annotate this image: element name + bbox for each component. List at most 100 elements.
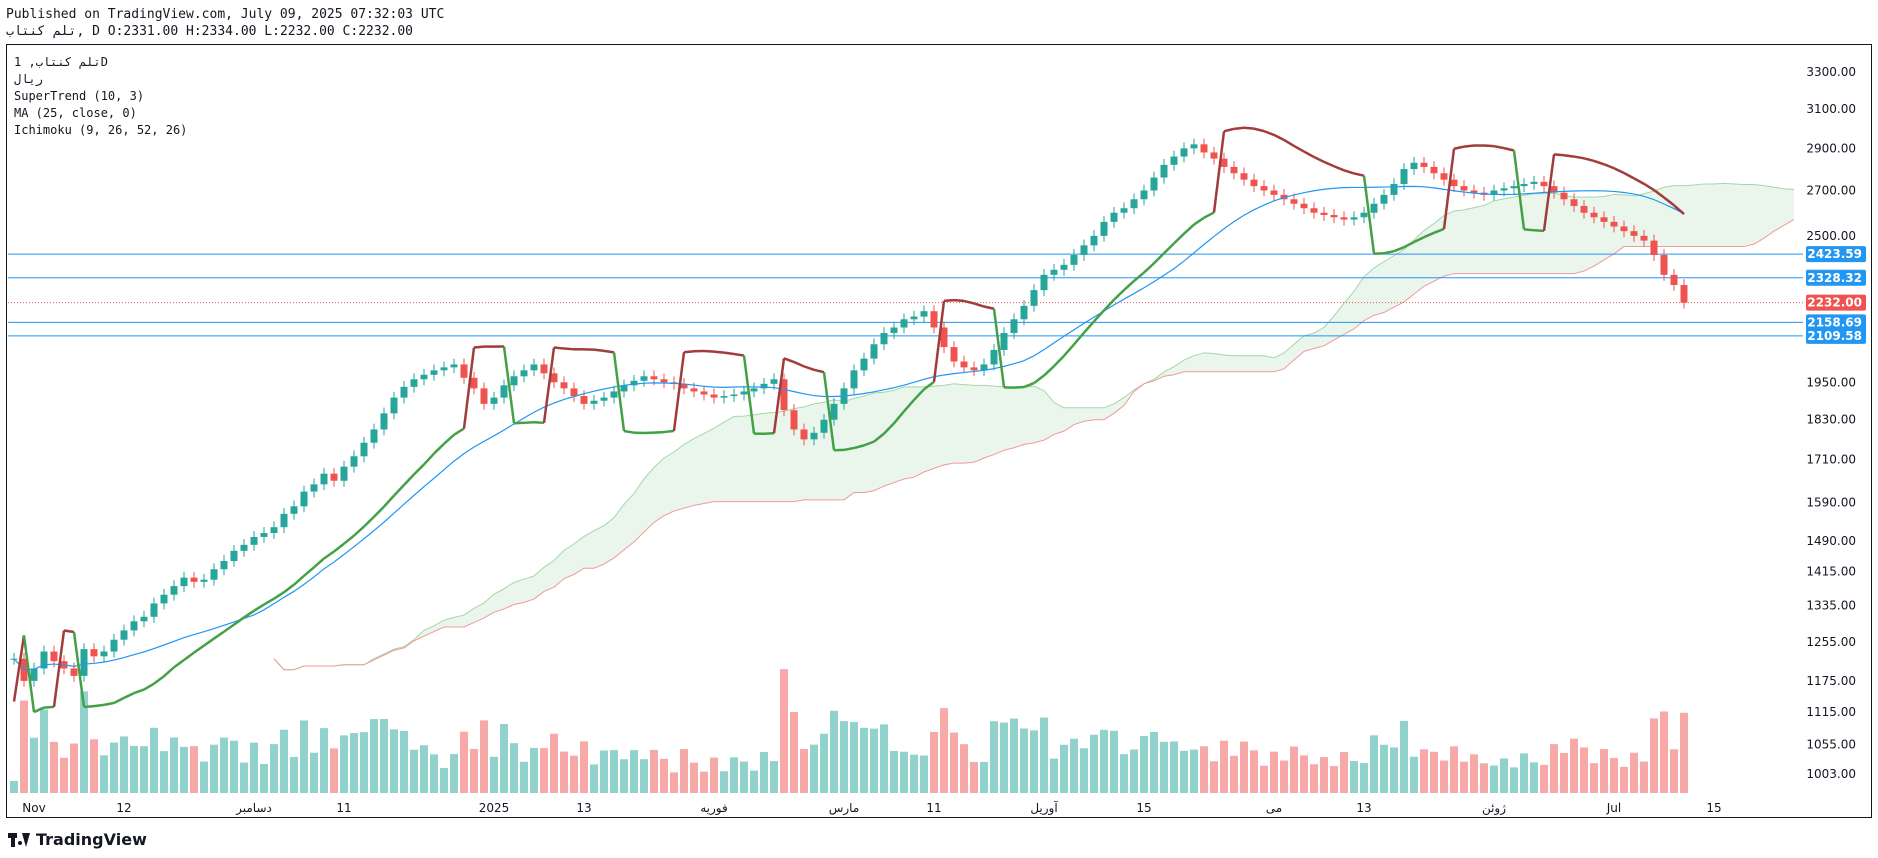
- volume-bar: [590, 764, 598, 793]
- candle: [1140, 190, 1148, 200]
- price-tag-label: 2328.32: [1807, 271, 1862, 285]
- candle: [180, 577, 188, 587]
- candle: [1290, 199, 1298, 204]
- supertrend-segment: [1153, 252, 1165, 265]
- candle: [610, 391, 618, 398]
- price-tag-label: 2423.59: [1807, 247, 1862, 261]
- supertrend-segment: [423, 452, 435, 466]
- volume-bar: [90, 739, 98, 793]
- volume-bar: [1300, 755, 1308, 793]
- y-tick-label: 1590.00: [1806, 496, 1856, 510]
- supertrend-segment: [473, 345, 485, 349]
- legend-symbol[interactable]: تلم کنتاب, 1D: [14, 55, 108, 69]
- candle: [630, 380, 638, 386]
- volume-bar: [1370, 735, 1378, 793]
- supertrend-segment: [783, 357, 795, 364]
- y-tick-label: 2500.00: [1806, 229, 1856, 243]
- candle: [1420, 162, 1428, 167]
- supertrend-segment: [1573, 155, 1585, 160]
- candle: [300, 491, 308, 507]
- candle: [1190, 144, 1198, 149]
- candle: [620, 385, 628, 392]
- volume-bar: [820, 733, 828, 793]
- volume-bar: [1150, 732, 1158, 793]
- candle: [1010, 319, 1018, 334]
- volume-bar: [840, 721, 848, 793]
- volume-bar: [790, 711, 798, 793]
- candle: [460, 364, 468, 378]
- candle: [1100, 221, 1108, 236]
- legend-supertrend[interactable]: SuperTrend (10, 3): [14, 89, 145, 103]
- volume-bar: [140, 746, 148, 793]
- publish-info: Published on TradingView.com, July 09, 2…: [6, 7, 445, 22]
- candle: [660, 379, 668, 383]
- volume-bar: [20, 700, 28, 793]
- supertrend-segment: [1223, 127, 1235, 133]
- candle: [140, 616, 148, 622]
- supertrend-segment: [343, 534, 355, 545]
- volume-bar: [680, 749, 688, 793]
- y-tick-label: 3100.00: [1806, 102, 1856, 116]
- volume-bar: [490, 756, 498, 793]
- volume-bar: [580, 741, 588, 793]
- supertrend-segment: [953, 298, 965, 303]
- volume-bar: [330, 748, 338, 793]
- candle: [410, 379, 418, 387]
- supertrend-segment: [283, 583, 295, 594]
- candle: [170, 586, 178, 595]
- supertrend-segment: [822, 372, 836, 451]
- supertrend-segment: [653, 430, 665, 434]
- candle: [1090, 235, 1098, 246]
- supertrend-segment: [1183, 223, 1195, 235]
- volume-bar: [860, 727, 868, 793]
- volume-bar: [560, 751, 568, 793]
- candle: [530, 364, 538, 371]
- candle: [1390, 183, 1398, 195]
- supertrend-segment: [502, 346, 516, 424]
- candle: [780, 379, 788, 411]
- y-tick-label: 1003.00: [1806, 767, 1856, 781]
- volume-bar: [1680, 712, 1688, 793]
- volume-bar: [1290, 746, 1298, 793]
- supertrend-segment: [1103, 298, 1115, 312]
- candle: [1170, 156, 1178, 165]
- supertrend-segment: [983, 305, 995, 310]
- candle: [680, 383, 688, 389]
- volume-bar: [1520, 753, 1528, 793]
- candle: [1440, 173, 1448, 180]
- candle: [1270, 190, 1278, 195]
- supertrend-segment: [393, 484, 405, 497]
- candle: [1210, 152, 1218, 159]
- volume-bar: [1030, 730, 1038, 793]
- candle: [1150, 177, 1158, 191]
- candle: [1000, 333, 1008, 350]
- supertrend-segment: [883, 422, 895, 435]
- candle: [50, 651, 58, 662]
- x-tick-label: 13: [576, 801, 591, 815]
- candle: [130, 621, 138, 631]
- supertrend-segment: [1353, 172, 1365, 177]
- candle: [1430, 166, 1438, 174]
- tradingview-logo[interactable]: TradingView: [8, 830, 147, 849]
- volume-bar: [1310, 764, 1318, 793]
- supertrend-segment: [1273, 133, 1285, 142]
- volume-bar: [930, 731, 938, 793]
- volume-bar: [750, 770, 758, 793]
- volume-bar: [1510, 767, 1518, 793]
- candle: [250, 536, 258, 545]
- volume-bar: [740, 761, 748, 793]
- supertrend-segment: [303, 566, 315, 577]
- candle: [990, 349, 998, 365]
- supertrend-segment: [1233, 126, 1245, 131]
- legend-ma[interactable]: MA (25, close, 0): [14, 106, 137, 120]
- candle: [1320, 212, 1328, 215]
- volume-bar: [1070, 738, 1078, 793]
- candle: [970, 367, 978, 371]
- volume-bar: [880, 724, 888, 793]
- candle: [430, 370, 438, 375]
- legend-ichimoku[interactable]: Ichimoku (9, 26, 52, 26): [14, 123, 188, 137]
- candle: [500, 385, 508, 398]
- candle: [1650, 240, 1658, 256]
- volume-bar: [1110, 730, 1118, 793]
